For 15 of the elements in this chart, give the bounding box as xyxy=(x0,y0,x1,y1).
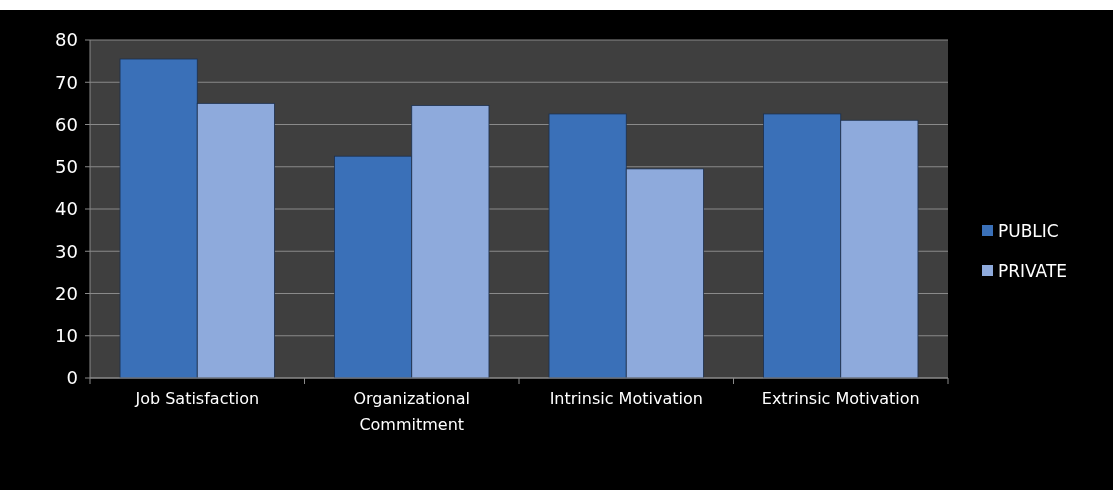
x-tick-label: Intrinsic Motivation xyxy=(549,389,703,408)
x-tick-label: Extrinsic Motivation xyxy=(761,389,920,408)
x-tick-label: Organizational Commitment xyxy=(353,389,471,434)
y-tick-label: 50 xyxy=(55,156,78,178)
y-tick-label: 60 xyxy=(55,113,78,135)
y-tick-label: 30 xyxy=(55,240,78,262)
y-tick-label: 10 xyxy=(55,325,78,347)
x-tick-label: Job Satisfaction xyxy=(134,389,260,408)
y-tick-label: 40 xyxy=(55,198,78,220)
y-tick-label: 70 xyxy=(55,71,78,93)
y-tick-label: 80 xyxy=(55,29,78,51)
legend-label: PUBLIC xyxy=(998,220,1059,241)
y-tick-label: 20 xyxy=(55,282,78,304)
y-tick-label: 0 xyxy=(66,367,78,389)
legend-label: PRIVATE xyxy=(998,260,1068,281)
